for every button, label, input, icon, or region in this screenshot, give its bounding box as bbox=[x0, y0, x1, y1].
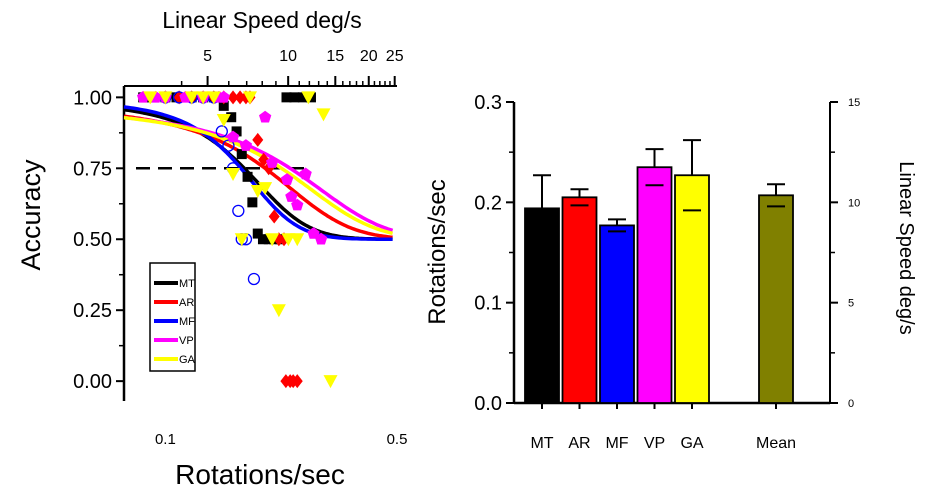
right-y-tick-label: 0 bbox=[848, 398, 854, 410]
left-y-tick-label: 0.1 bbox=[474, 293, 502, 315]
y-tick-label: 0.50 bbox=[73, 229, 112, 251]
y-tick-label: 0.25 bbox=[73, 300, 112, 322]
data-point-mf bbox=[247, 272, 261, 286]
data-point-mt bbox=[218, 100, 229, 111]
y-tick-label: 0.00 bbox=[73, 371, 112, 393]
bar-mf bbox=[599, 224, 635, 404]
data-point-ar bbox=[258, 152, 270, 167]
data-point-mt bbox=[252, 228, 263, 239]
data-point-mt bbox=[242, 171, 253, 182]
left-y-tick-label: 0.2 bbox=[474, 192, 502, 214]
psychometric-chart: 5 10 15 20 25 Linear Speed deg/s 0.00 0.25 0.50 0… bbox=[16, 7, 407, 490]
data-point-ga bbox=[143, 91, 158, 105]
top-x-tick-label: 5 bbox=[203, 48, 212, 65]
data-point-mt bbox=[281, 92, 292, 103]
data-point-vp bbox=[239, 139, 253, 151]
top-x-tick-label: 25 bbox=[386, 48, 404, 65]
fit-curve-ga bbox=[123, 115, 393, 236]
left-y-axis-title: Rotations/sec bbox=[424, 179, 451, 324]
data-point-vp bbox=[266, 156, 279, 168]
x-tick-label: 0.1 bbox=[155, 431, 176, 448]
x-axis-title: Rotations/sec bbox=[175, 459, 345, 490]
data-point-ga bbox=[265, 233, 280, 247]
data-point-ga bbox=[234, 233, 249, 247]
data-point-ga bbox=[323, 375, 338, 389]
fit-curve-mt bbox=[123, 107, 393, 241]
y-axis-title: Accuracy bbox=[16, 159, 46, 271]
data-point-mt bbox=[257, 234, 268, 245]
data-point-vp bbox=[314, 232, 328, 245]
data-point-ga bbox=[216, 114, 231, 128]
x-tick-label-mean: Mean bbox=[756, 435, 796, 452]
data-point-vp bbox=[291, 198, 304, 211]
data-point-vp bbox=[299, 167, 312, 180]
y-tick-label: 0.75 bbox=[73, 158, 112, 180]
right-y-tick-label: 5 bbox=[848, 298, 854, 310]
bar-ar bbox=[561, 196, 598, 404]
data-point-mf bbox=[222, 139, 235, 152]
data-point-mt bbox=[226, 112, 237, 123]
right-y-tick-label: 10 bbox=[848, 197, 860, 209]
data-point-mt bbox=[236, 149, 247, 160]
data-point-ga bbox=[250, 185, 265, 198]
data-point-ga bbox=[316, 108, 331, 122]
y-tick-label: 1.00 bbox=[73, 87, 112, 109]
data-point-ga bbox=[196, 91, 211, 105]
top-x-tick-label: 15 bbox=[326, 48, 344, 65]
data-point-ga bbox=[271, 304, 286, 318]
data-point-ar bbox=[291, 374, 303, 389]
legend-label-ga: GA bbox=[179, 354, 196, 366]
top-x-tick-label: 10 bbox=[279, 48, 297, 65]
data-point-mt bbox=[289, 92, 300, 103]
bar-chart: 0.0 0.1 0.2 0.3 Rotations/sec 0 5 10 15 Linear Sp… bbox=[424, 92, 917, 452]
data-point-ga bbox=[206, 91, 221, 105]
left-y-tick-label: 0.0 bbox=[474, 393, 502, 415]
left-y-tick-label: 0.3 bbox=[474, 92, 502, 114]
data-point-ga bbox=[301, 91, 316, 105]
data-point-ga bbox=[281, 233, 296, 247]
data-point-vp bbox=[285, 190, 298, 202]
x-tick-label: 0.5 bbox=[387, 431, 408, 448]
data-point-ga bbox=[258, 182, 273, 196]
legend-label-mt: MT bbox=[179, 278, 195, 290]
data-point-mt bbox=[231, 126, 242, 137]
data-point-ar bbox=[268, 209, 280, 224]
data-point-vp bbox=[226, 130, 240, 143]
data-point-ar bbox=[227, 90, 239, 105]
x-tick-label-vp: VP bbox=[644, 435, 665, 452]
top-x-axis-title: Linear Speed deg/s bbox=[162, 7, 362, 33]
bar-vp bbox=[636, 166, 673, 404]
x-tick-label-mf: MF bbox=[605, 435, 628, 452]
x-tick-label-mt: MT bbox=[530, 435, 553, 452]
x-tick-label-ga: GA bbox=[680, 435, 703, 452]
right-y-tick-label: 15 bbox=[848, 97, 860, 109]
data-point-ar bbox=[252, 132, 264, 147]
data-point-mf bbox=[215, 125, 228, 138]
legend-label-ar: AR bbox=[179, 297, 194, 309]
x-tick-label-ar: AR bbox=[568, 435, 590, 452]
bar-mt bbox=[524, 207, 560, 404]
data-point-vp bbox=[217, 90, 230, 103]
legend-label-mf: MF bbox=[179, 316, 195, 328]
data-point-ga bbox=[226, 167, 241, 181]
data-point-mt bbox=[247, 197, 258, 208]
bar-mean bbox=[758, 194, 794, 404]
data-point-ga bbox=[184, 91, 199, 105]
data-point-ga bbox=[290, 233, 305, 247]
legend-label-vp: VP bbox=[179, 335, 194, 347]
data-point-mf bbox=[232, 204, 245, 218]
top-x-tick-label: 20 bbox=[360, 48, 378, 65]
data-point-mt bbox=[297, 92, 308, 103]
data-point-vp bbox=[259, 110, 272, 123]
right-y-axis-title: Linear Speed deg/s bbox=[895, 161, 917, 334]
data-point-ga bbox=[158, 91, 173, 105]
data-point-vp bbox=[307, 227, 320, 239]
data-point-ga bbox=[242, 91, 257, 105]
data-point-vp bbox=[280, 173, 294, 185]
data-point-ar bbox=[234, 90, 246, 105]
